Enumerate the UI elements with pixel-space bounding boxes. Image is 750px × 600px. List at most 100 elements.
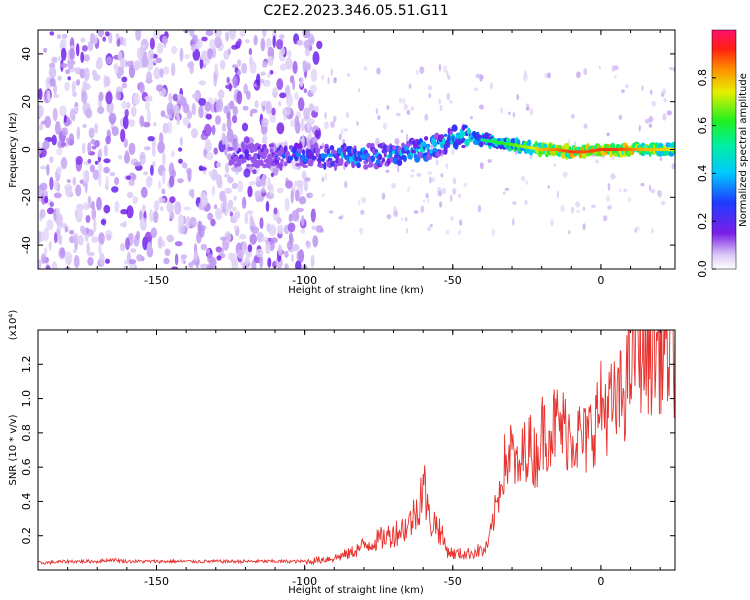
- spectrogram-ridge-cell: [432, 141, 438, 148]
- spectrogram-blob: [128, 259, 137, 265]
- spectrogram-blob: [232, 137, 238, 152]
- spectrogram-ridge-cell: [366, 142, 373, 149]
- spectrogram-blob: [56, 147, 63, 156]
- spectrogram-speck: [324, 112, 327, 119]
- spectrogram-blob: [85, 108, 93, 119]
- y-tick-label: 0.6: [20, 458, 33, 476]
- spectrogram-blob: [265, 200, 270, 212]
- spectrogram-blob: [53, 192, 62, 199]
- spectrogram-blob: [229, 100, 235, 110]
- spectrogram-speck: [427, 226, 431, 232]
- spectrogram-blob: [299, 77, 304, 88]
- spectrogram-speck: [663, 98, 667, 102]
- spectrogram-blob: [151, 147, 156, 157]
- spectrogram-ridge-cell: [461, 145, 466, 148]
- spectrogram-speck: [424, 113, 429, 121]
- spectrogram-blob: [244, 212, 249, 225]
- spectrogram-blob: [216, 174, 223, 189]
- spectrogram-blob: [168, 92, 173, 104]
- spectrogram-ridge-cell: [410, 149, 417, 154]
- spectrogram-blob: [159, 68, 164, 78]
- spectrogram-blob: [227, 199, 234, 209]
- spectrogram-ylabel: Frequency (Hz): [8, 112, 19, 188]
- spectrogram-ridge-cell: [370, 155, 376, 163]
- spectrogram-blob: [231, 166, 239, 172]
- spectrogram-speck: [400, 129, 404, 133]
- spectrogram-blob: [120, 209, 128, 215]
- spectrogram-blob: [262, 61, 268, 68]
- spectrogram-speck: [363, 66, 368, 71]
- spectrogram-blob: [92, 169, 100, 181]
- spectrogram-blob: [109, 172, 116, 177]
- spectrogram-blob: [278, 101, 282, 107]
- spectrogram-blob: [286, 240, 293, 250]
- spectrogram-blob: [183, 206, 192, 211]
- spectrogram-blob: [231, 182, 238, 189]
- spectrogram-speck: [427, 171, 433, 175]
- x-tick-label: -150: [144, 575, 169, 588]
- spectrogram-blob: [124, 109, 129, 118]
- spectrogram-speck: [667, 110, 672, 116]
- spectrogram-speck: [427, 198, 430, 204]
- spectrogram-blob: [58, 225, 62, 231]
- x-tick-label: -100: [292, 274, 317, 287]
- spectrogram-blob: [40, 253, 46, 264]
- spectrogram-speck: [441, 187, 447, 195]
- spectrogram-blob: [174, 241, 183, 247]
- spectrogram-blob: [64, 81, 70, 92]
- spectrogram-blob: [157, 141, 165, 154]
- spectrogram-speck: [438, 63, 442, 72]
- spectrogram-speck: [406, 109, 411, 116]
- spectrogram-speck: [544, 73, 548, 78]
- spectrogram-blob: [295, 260, 302, 269]
- spectrogram-speck: [504, 187, 510, 191]
- spectrogram-blob: [142, 121, 151, 128]
- spectrogram-blob: [80, 51, 85, 63]
- figure-title: C2E2.2023.346.05.51.G11: [263, 3, 448, 19]
- colorbar-ticks: 0.0 0.2 0.4 0.6 0.8: [696, 69, 716, 278]
- spectrogram-blob: [153, 67, 161, 80]
- spectrogram-ridge-cell: [249, 142, 255, 150]
- spectrogram-blob: [91, 207, 97, 221]
- spectrogram-blob: [76, 126, 81, 140]
- spectrogram-blob: [69, 230, 75, 235]
- spectrogram-blob: [312, 235, 319, 248]
- spectrogram-blob: [97, 30, 104, 38]
- spectrogram-speck: [330, 121, 335, 128]
- spectrogram-blob: [298, 196, 307, 205]
- spectrogram-blob: [162, 152, 166, 166]
- spectrogram-blob: [64, 251, 73, 265]
- spectrogram-blob: [300, 118, 305, 132]
- spectrogram-speck: [405, 228, 409, 234]
- spectrogram-ridge-cell: [318, 163, 325, 169]
- spectrogram-blob: [198, 105, 204, 119]
- spectrogram-blob: [114, 176, 120, 186]
- snr-xlabel: Height of straight line (km): [288, 585, 424, 596]
- spectrogram-blob: [38, 104, 44, 117]
- spectrogram-speck: [660, 200, 666, 206]
- spectrogram-blob: [147, 136, 155, 142]
- spectrogram-blob: [75, 79, 81, 86]
- spectrogram-speck: [627, 197, 632, 202]
- spectrogram-blob: [171, 266, 179, 269]
- spectrogram-blob: [162, 240, 166, 248]
- spectrogram-blob: [285, 106, 292, 116]
- spectrogram-blob: [276, 122, 285, 135]
- spectrogram-blob: [38, 123, 44, 131]
- spectrogram-blob: [226, 76, 230, 84]
- spectrogram-speck: [411, 169, 415, 173]
- y-tick-label: 1.2: [20, 356, 33, 374]
- spectrogram-blob: [249, 111, 253, 117]
- spectrogram-blob: [153, 122, 157, 127]
- spectrogram-ridge-cell: [307, 161, 314, 167]
- spectrogram-blob: [123, 260, 130, 265]
- spectrogram-speck: [425, 192, 429, 199]
- spectrogram-blob: [252, 169, 257, 175]
- spectrogram-blob: [292, 60, 298, 74]
- spectrogram-blob: [200, 243, 208, 251]
- spectrogram-speck: [607, 183, 611, 191]
- spectrogram-speck: [618, 114, 623, 120]
- spectrogram-speck: [649, 89, 653, 95]
- spectrogram-speck: [605, 195, 611, 202]
- spectrogram-speck: [376, 67, 381, 75]
